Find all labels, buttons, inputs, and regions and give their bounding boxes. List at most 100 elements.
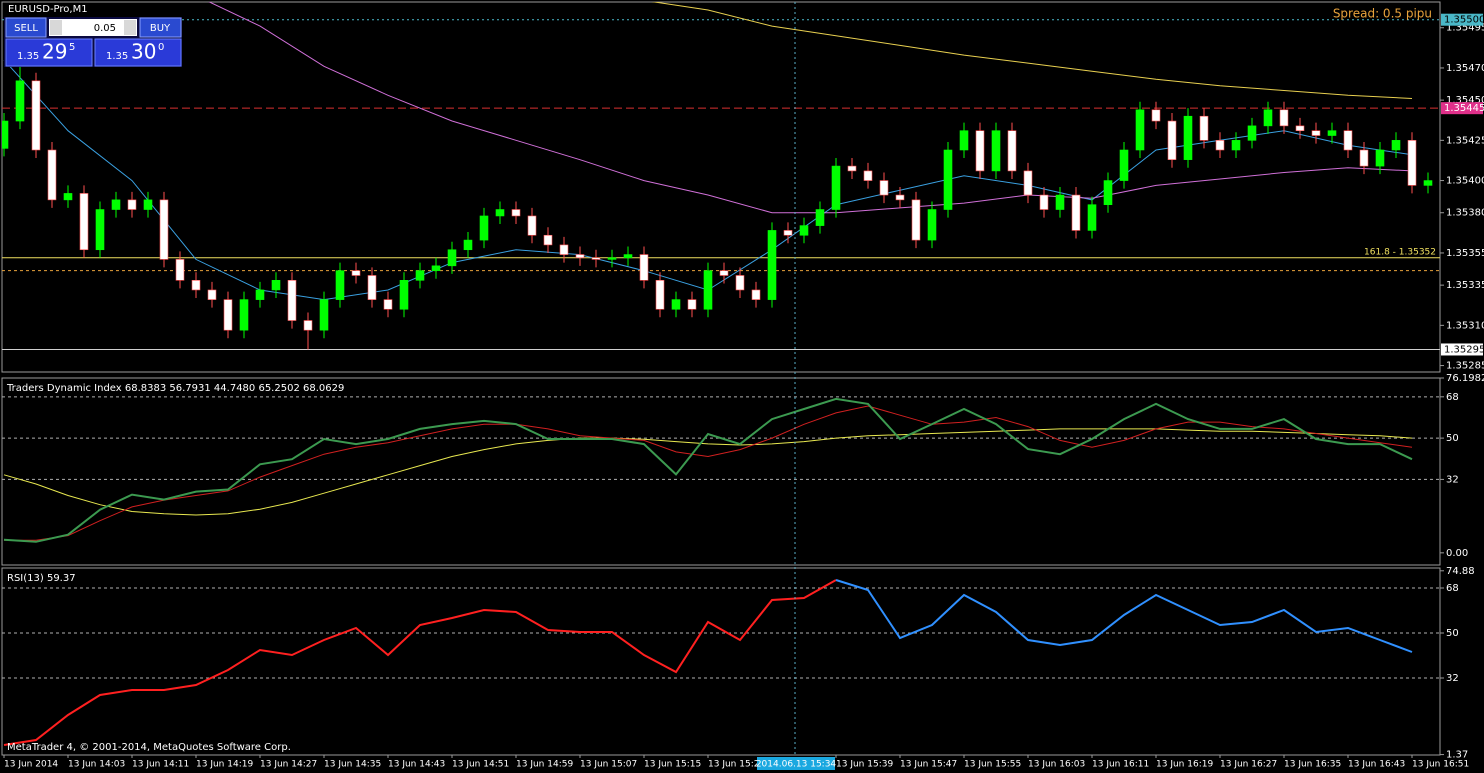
bid-box[interactable] [5,38,93,67]
moving-average [208,2,1413,214]
x-tick-label: 13 Jun 14:43 [388,760,445,770]
candle-body [95,209,105,251]
candle-body [143,199,153,210]
candle-body [463,239,473,251]
candle-body [367,275,377,300]
x-tick-label: 13 Jun 14:19 [196,760,253,770]
candle-body [1023,170,1033,196]
sell-button[interactable] [5,17,47,38]
x-tick-label: 13 Jun 14:11 [132,760,189,770]
candle-body [239,299,249,331]
candle-body [1231,140,1241,151]
y-tick-label: 1.37 [1446,750,1468,761]
chart-title: EURUSD-Pro,M1 [8,4,88,15]
candle-body [191,280,201,291]
candle-body [783,230,793,236]
candle-body [223,299,233,331]
indicator-line [3,428,1413,516]
candle-body [431,265,441,271]
y-tick-label: 0.00 [1446,548,1468,559]
candle-body [959,130,969,151]
candle-body [399,280,409,310]
crosshair-label-bg [757,757,835,770]
candle-body [847,165,857,172]
candle-body [479,215,489,241]
candle-body [799,225,809,236]
price-panel [1,1,1441,373]
x-tick-label: 13 Jun 16:27 [1220,760,1277,770]
candle-body [1151,109,1161,122]
candle-body [1007,130,1017,172]
y-tick-label: 32 [1446,673,1459,684]
candle-body [639,254,649,281]
candle-body [159,199,169,260]
x-tick-label: 13 Jun 14:35 [324,760,381,770]
candle-body [303,320,313,331]
lot-up[interactable] [124,20,136,35]
rsi-title: RSI(13) 59.37 [7,573,76,584]
candle-body [1311,130,1321,136]
lot-field[interactable] [49,19,137,36]
buy-button[interactable] [139,17,182,38]
x-tick-label: 13 Jun 14:59 [516,760,573,770]
x-tick-label: 13 Jun 16:11 [1092,760,1149,770]
indicator-line [4,405,1413,541]
x-tick-label: 13 Jun 14:51 [452,760,509,770]
candle-body [975,130,985,172]
y-tick-label: 1.35425 [1446,135,1484,146]
indicator-line [835,579,1413,653]
candle-body [831,165,841,210]
y-tick-label: 1.35495 [1446,23,1484,34]
y-tick-label: 32 [1446,474,1459,485]
candle-body [767,230,777,300]
candle-body [927,209,937,241]
candle-body [1343,130,1353,151]
candle-body [255,289,265,300]
level-tag-bg [1441,13,1483,26]
lot-down[interactable] [50,20,62,35]
tdi-panel [1,377,1441,566]
x-tick-label: 13 Jun 16:51 [1412,760,1469,770]
candle-body [1423,180,1433,186]
candle-body [511,209,521,217]
ask-box[interactable] [94,38,182,67]
x-tick-label: 13 Jun 16:19 [1156,760,1213,770]
candle-body [559,244,569,255]
candle-body [2,120,9,149]
moving-average [651,2,1413,99]
candle-body [735,275,745,291]
candle-body [15,80,25,122]
candle-body [1119,149,1129,181]
rsi-panel [1,567,1441,756]
spread: Spread: 0.5 pipu [1333,7,1432,21]
candle-body [543,234,553,246]
candle-body [1183,115,1193,160]
price-plot: 161.8 - 1.35352 [2,2,1440,350]
x-tick-label: 13 Jun 16:35 [1284,760,1341,770]
candle-body [879,180,889,196]
candle-body [1247,125,1257,141]
y-tick-label: 76.1982 [1446,373,1484,384]
buy-label: BUY [150,23,171,34]
indicator-line [3,579,837,746]
candle-body [447,249,457,267]
candle-body [991,130,1001,172]
candle-body [47,149,57,201]
candle-body [1215,140,1225,151]
x-tick-label: 13 Jun 15:15 [644,760,701,770]
level-tag-bg [1441,102,1483,115]
x-tick-label: 13 Jun 15:07 [580,760,637,770]
level-tag-bg [1441,343,1483,356]
candle-body [1039,194,1049,210]
y-tick-label: 1.35355 [1446,248,1484,259]
candle-body [575,254,585,259]
tdi-title: Traders Dynamic Index 68.8383 56.7931 44… [6,383,344,394]
candle-body [607,257,617,260]
ask-pips: 30 [131,40,156,64]
candle-body [1135,109,1145,151]
x-tick-label: 13 Jun 16:43 [1348,760,1405,770]
level-tag: 1.35445 [1444,103,1484,114]
candle-body [1263,109,1273,127]
